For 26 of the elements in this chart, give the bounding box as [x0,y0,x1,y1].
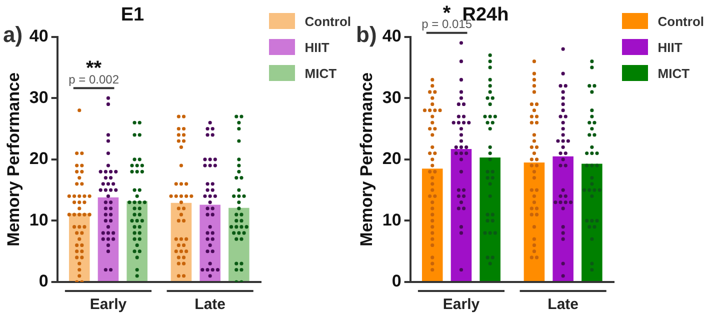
x-tick-label: Early [442,296,480,314]
legend-label: HIIT [304,40,330,54]
text: a) [3,22,23,48]
y-tick-label: 0 [392,272,402,291]
legend-label: MICT [304,66,337,80]
legend-label: Control [658,14,704,28]
chart-title: E1 [120,4,145,26]
y-tick-label: 10 [382,210,402,230]
y-tick-label: 40 [29,26,48,46]
legend-label: Control [304,14,351,28]
y-tick-label: 20 [382,149,402,168]
y-tick-label: 0 [38,272,48,291]
y-tick-label: 40 [382,26,402,46]
y-tick-label: 10 [29,210,48,230]
text: b) [356,22,377,48]
x-tick-label: Late [548,296,578,314]
y-axis-title: Memory Performance [356,72,376,246]
legend-label: HIIT [658,40,682,54]
y-axis-title: Memory Performance [4,72,23,246]
x-tick-label: Late [194,296,226,314]
annotation: p = 0.002 [68,72,120,86]
x-tick-label: Early [90,296,128,314]
y-tick-label: 30 [382,88,402,107]
y-tick-label: 20 [29,149,48,168]
y-tick-label: 30 [29,88,48,107]
legend-label: MICT [658,66,690,80]
